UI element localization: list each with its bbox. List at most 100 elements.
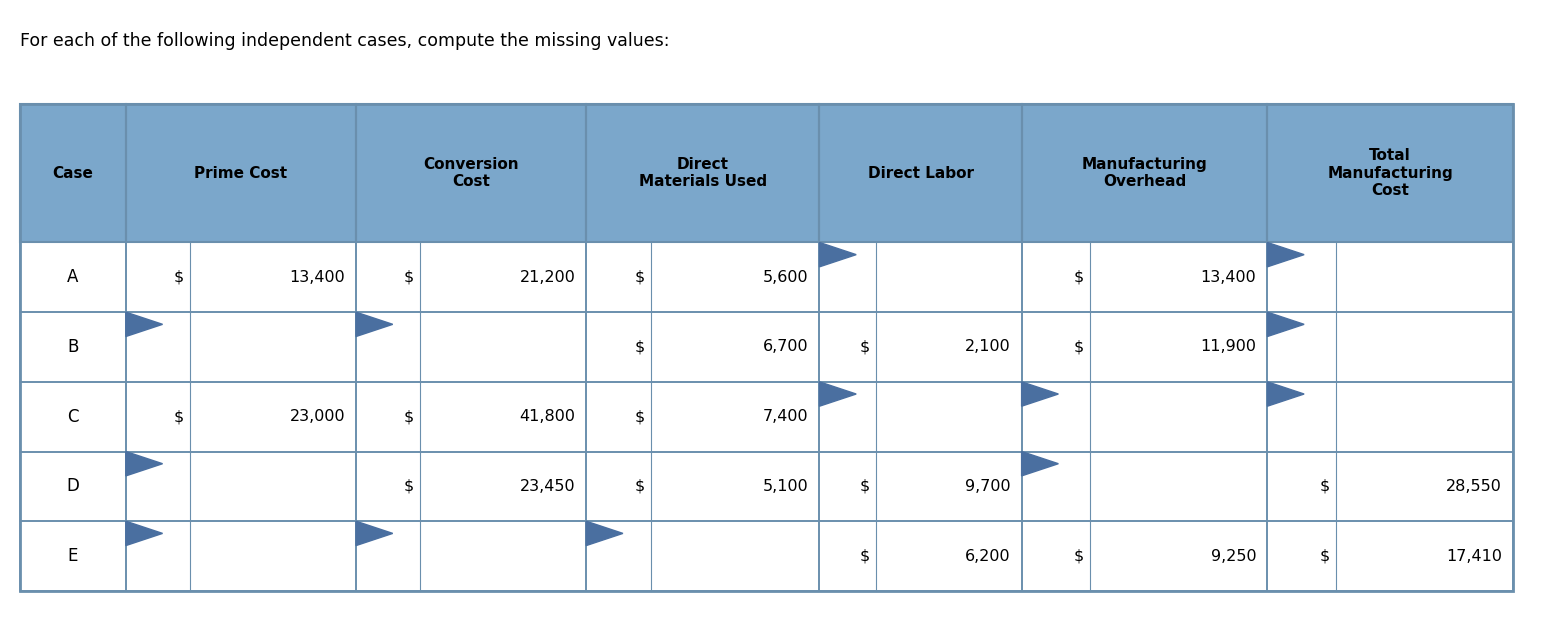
Polygon shape — [126, 521, 162, 545]
Bar — [586, 521, 820, 591]
Text: For each of the following independent cases, compute the missing values:: For each of the following independent ca… — [20, 32, 670, 50]
Text: A: A — [67, 268, 78, 286]
Bar — [1022, 521, 1267, 591]
Bar — [1267, 103, 1513, 243]
Text: C: C — [67, 407, 79, 425]
Bar — [1267, 452, 1513, 521]
Text: $: $ — [636, 270, 645, 285]
Bar — [820, 103, 1022, 243]
Text: 5,100: 5,100 — [763, 479, 809, 494]
Text: 28,550: 28,550 — [1446, 479, 1502, 494]
Bar — [1022, 243, 1267, 312]
Bar — [1022, 382, 1267, 452]
Bar — [586, 382, 820, 452]
Text: 9,700: 9,700 — [964, 479, 1011, 494]
Bar — [126, 521, 355, 591]
Bar — [1022, 103, 1267, 243]
Bar — [820, 103, 1022, 243]
Bar — [586, 382, 820, 452]
Bar — [586, 312, 820, 382]
Bar — [126, 521, 355, 591]
Bar — [1022, 103, 1267, 243]
Text: Manufacturing
Overhead: Manufacturing Overhead — [1081, 157, 1207, 189]
Polygon shape — [1022, 382, 1058, 406]
Bar — [586, 521, 820, 591]
Bar — [1022, 521, 1267, 591]
Bar — [820, 452, 1022, 521]
Text: B: B — [67, 338, 78, 356]
Bar — [20, 452, 126, 521]
Bar — [20, 312, 126, 382]
Bar — [1022, 452, 1267, 521]
Bar — [355, 312, 586, 382]
Bar — [820, 521, 1022, 591]
Bar — [1022, 312, 1267, 382]
Bar — [1267, 103, 1513, 243]
Bar — [586, 452, 820, 521]
Bar — [1022, 312, 1267, 382]
Bar — [126, 452, 355, 521]
Bar — [355, 521, 586, 591]
Bar — [20, 103, 126, 243]
Bar — [126, 382, 355, 452]
Bar — [20, 103, 126, 243]
Bar — [355, 452, 586, 521]
Text: Direct Labor: Direct Labor — [868, 165, 974, 180]
Bar — [586, 452, 820, 521]
Bar — [586, 243, 820, 312]
Text: 2,100: 2,100 — [964, 340, 1011, 355]
Bar — [20, 382, 126, 452]
Text: 23,450: 23,450 — [520, 479, 575, 494]
Bar — [820, 521, 1022, 591]
Bar — [126, 382, 355, 452]
Bar — [820, 243, 1022, 312]
Bar — [126, 312, 355, 382]
Bar — [355, 103, 586, 243]
Bar — [586, 243, 820, 312]
Text: 11,900: 11,900 — [1201, 340, 1256, 355]
Bar — [355, 312, 586, 382]
Text: 13,400: 13,400 — [1201, 270, 1256, 285]
Text: Prime Cost: Prime Cost — [195, 165, 288, 180]
Text: $: $ — [860, 340, 869, 355]
Bar — [355, 521, 586, 591]
Bar — [1267, 312, 1513, 382]
Bar — [820, 312, 1022, 382]
Text: $: $ — [404, 479, 414, 494]
Text: 17,410: 17,410 — [1446, 549, 1502, 564]
Text: 7,400: 7,400 — [763, 409, 809, 424]
Bar — [1267, 382, 1513, 452]
Bar — [1267, 243, 1513, 312]
Polygon shape — [1267, 243, 1304, 267]
Polygon shape — [126, 312, 162, 337]
Text: $: $ — [174, 409, 184, 424]
Text: $: $ — [404, 270, 414, 285]
Text: $: $ — [174, 270, 184, 285]
Polygon shape — [355, 312, 393, 337]
Text: 9,250: 9,250 — [1211, 549, 1256, 564]
Text: $: $ — [1320, 479, 1331, 494]
Bar — [126, 312, 355, 382]
Bar — [126, 103, 355, 243]
Bar — [586, 103, 820, 243]
Bar — [1022, 382, 1267, 452]
Bar — [126, 243, 355, 312]
Text: Case: Case — [53, 165, 93, 180]
Bar — [820, 312, 1022, 382]
Bar — [20, 452, 126, 521]
Text: $: $ — [636, 409, 645, 424]
Bar — [820, 452, 1022, 521]
Text: Total
Manufacturing
Cost: Total Manufacturing Cost — [1327, 148, 1454, 198]
Polygon shape — [355, 521, 393, 545]
Polygon shape — [586, 521, 623, 545]
Bar — [20, 243, 126, 312]
Text: 21,200: 21,200 — [519, 270, 575, 285]
Bar — [20, 312, 126, 382]
Text: $: $ — [636, 479, 645, 494]
Polygon shape — [1022, 452, 1058, 476]
Bar — [1267, 521, 1513, 591]
Polygon shape — [820, 382, 857, 406]
Bar — [820, 243, 1022, 312]
Polygon shape — [1267, 382, 1304, 406]
Bar — [1267, 312, 1513, 382]
